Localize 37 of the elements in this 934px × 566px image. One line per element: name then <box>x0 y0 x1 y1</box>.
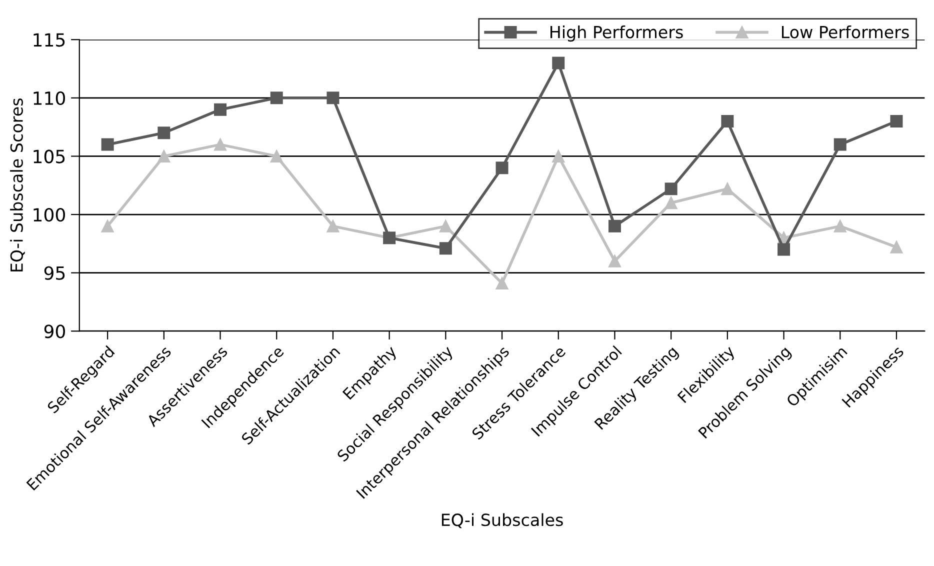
y-tick-label: 115 <box>34 33 65 47</box>
y-axis-title: EQ-i Subscale Scores <box>10 98 25 272</box>
point <box>552 150 565 162</box>
point <box>496 162 508 174</box>
point <box>496 277 508 290</box>
point <box>101 138 114 151</box>
point <box>552 56 565 70</box>
point <box>270 92 283 104</box>
point <box>326 92 340 104</box>
point <box>214 138 227 151</box>
point <box>664 182 678 196</box>
point <box>608 220 621 232</box>
legend-label: Low Performers <box>782 25 909 38</box>
point <box>158 126 170 140</box>
point <box>834 220 846 232</box>
point <box>834 138 846 151</box>
point <box>439 242 452 255</box>
point <box>721 114 734 128</box>
point <box>270 150 283 162</box>
x-axis-title: EQ-i Subscales <box>442 513 563 528</box>
y-tick-label: 90 <box>44 324 65 338</box>
point <box>890 114 903 128</box>
point <box>890 240 903 254</box>
y-tick-label: 110 <box>34 91 65 106</box>
point <box>778 243 790 256</box>
point <box>664 196 678 210</box>
y-tick-label: 105 <box>34 150 65 164</box>
point <box>439 220 452 232</box>
point <box>326 220 340 232</box>
y-tick-label: 100 <box>34 208 65 222</box>
point <box>101 220 114 232</box>
point <box>608 254 621 268</box>
point <box>721 182 734 196</box>
y-tick-label: 95 <box>44 266 65 280</box>
point <box>158 150 170 162</box>
point <box>214 103 227 116</box>
legend-label: High Performers <box>550 25 683 42</box>
